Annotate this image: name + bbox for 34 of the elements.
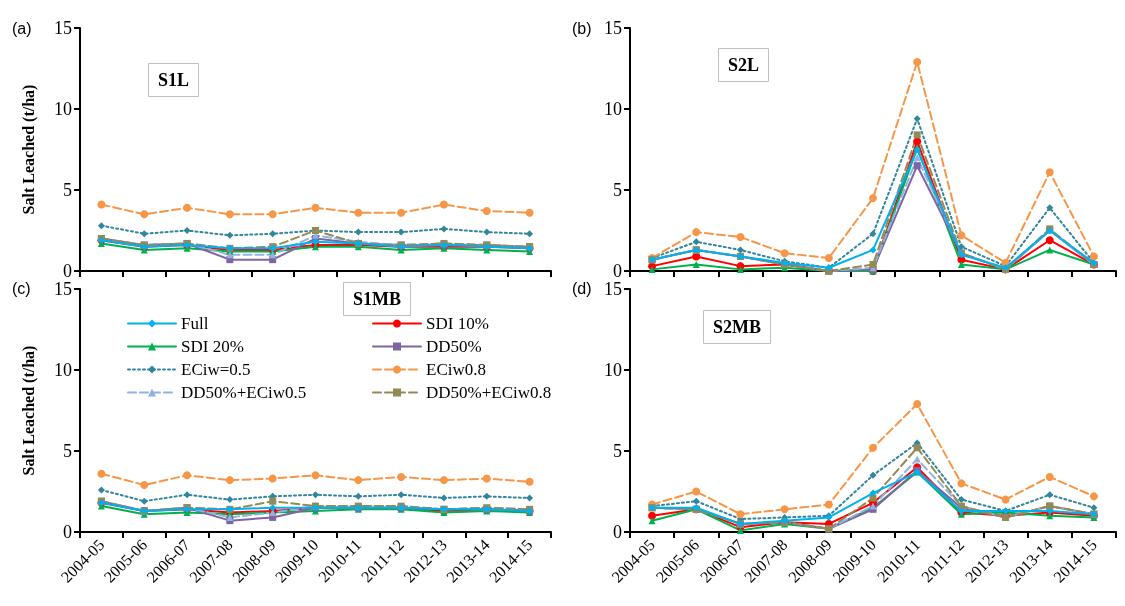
y-tick-label: 10 bbox=[54, 99, 72, 119]
y-tick-label: 0 bbox=[63, 522, 72, 542]
y-tick-label: 15 bbox=[604, 279, 622, 299]
legend-label: SDI 20% bbox=[181, 337, 244, 356]
y-tick-label: 10 bbox=[604, 99, 622, 119]
text: S2L bbox=[728, 55, 760, 75]
y-tick-label: 5 bbox=[63, 441, 72, 461]
text: S2MB bbox=[713, 317, 762, 337]
y-tick-label: 15 bbox=[54, 279, 72, 299]
text: (d) bbox=[572, 279, 592, 297]
legend-label: Full bbox=[181, 314, 209, 333]
legend-label: SDI 10% bbox=[426, 314, 489, 333]
y-tick-label: 5 bbox=[613, 441, 622, 461]
y-tick-label: 5 bbox=[613, 180, 622, 200]
text: (b) bbox=[572, 19, 592, 37]
y-tick-label: 15 bbox=[54, 18, 72, 38]
legend-label: DD50%+ECiw0.5 bbox=[181, 383, 307, 402]
y-tick-label: 0 bbox=[63, 261, 72, 281]
text: (a) bbox=[12, 19, 32, 37]
y-tick-label: 0 bbox=[613, 522, 622, 542]
y-axis-title: Salt Leached (t/ha) bbox=[19, 345, 38, 476]
legend-label: ECiw=0.5 bbox=[181, 360, 251, 379]
y-axis-title: Salt Leached (t/ha) bbox=[19, 84, 38, 215]
legend-label: DD50%+ECiw0.8 bbox=[426, 383, 552, 402]
legend-label: DD50% bbox=[426, 337, 482, 356]
y-tick-label: 5 bbox=[63, 180, 72, 200]
text: S1L bbox=[158, 70, 190, 90]
y-tick-label: 10 bbox=[54, 360, 72, 380]
y-tick-label: 0 bbox=[613, 261, 622, 281]
y-tick-label: 15 bbox=[604, 18, 622, 38]
text: (c) bbox=[12, 279, 31, 297]
chart-title: S1MB bbox=[353, 289, 402, 309]
legend-label: ECiw0.8 bbox=[426, 360, 486, 379]
y-tick-label: 10 bbox=[604, 360, 622, 380]
